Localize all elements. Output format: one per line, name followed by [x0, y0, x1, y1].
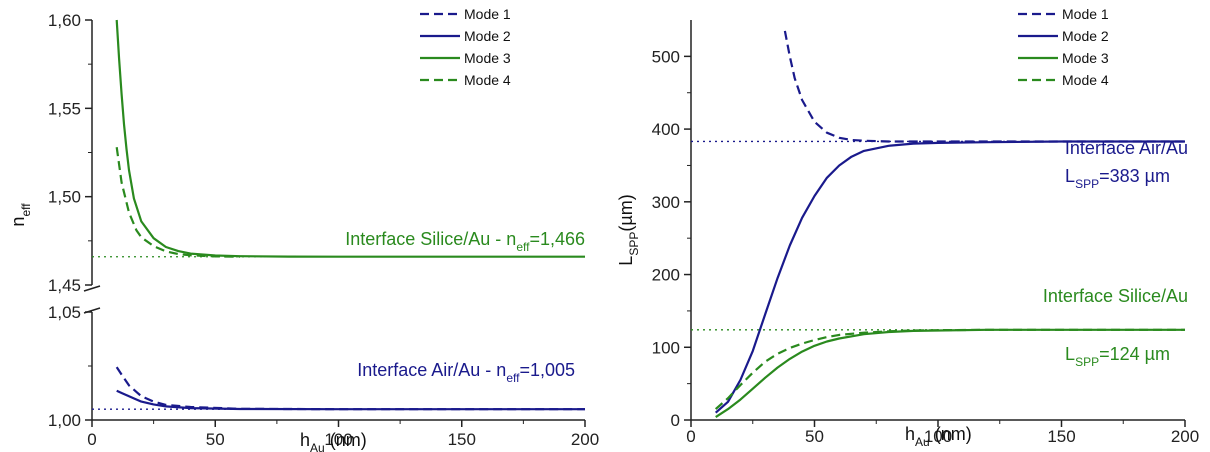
series-line-mode-1 — [783, 30, 1185, 143]
y-tick-label: 200 — [652, 266, 680, 285]
y-tick-label: 1,00 — [48, 411, 81, 430]
annotation-silice-interface-part: Interface Silice/Au — [1043, 286, 1188, 306]
annotation-silice-part: =1,466 — [529, 229, 585, 249]
annotation-air-lspp-part: L — [1065, 166, 1075, 186]
x-tick-label: 50 — [805, 427, 824, 446]
x-axis-label: hAu (nm) — [300, 430, 367, 452]
legend-label: Mode 2 — [1062, 28, 1109, 44]
y-tick-label: 100 — [652, 338, 680, 357]
x-axis-label-part: Au — [310, 441, 325, 452]
legend-label: Mode 3 — [464, 50, 511, 66]
legend-label: Mode 3 — [1062, 50, 1109, 66]
annotation-air-lspp-part: =383 µm — [1099, 166, 1170, 186]
x-tick-label: 0 — [686, 427, 695, 446]
left-chart-neff: 1,45 1,50 1,55 1,60 1,00 1,05 0 50 100 150 200 hAu … — [8, 6, 599, 452]
series-line-mode-2 — [714, 140, 1185, 414]
y-tick-label: 1,50 — [48, 188, 81, 207]
y-tick-label: 1,05 — [48, 303, 81, 322]
annotation-silice: Interface Silice/Au - neff=1,466 — [345, 229, 585, 254]
x-axis-label-part: h — [300, 430, 310, 450]
series-line-mode-4 — [115, 147, 240, 258]
x-tick-label: 50 — [206, 430, 225, 449]
x-axis-label: hAu (nm) — [905, 424, 972, 449]
series-line-mode-2 — [116, 389, 585, 411]
annotation-silice-lspp-part: L — [1065, 344, 1075, 364]
y-axis-label: neff — [8, 203, 33, 227]
x-tick-label: 200 — [1171, 427, 1199, 446]
legend-label: Mode 4 — [464, 72, 511, 88]
annotation-air-lspp-part: SPP — [1075, 177, 1099, 191]
x-tick-label: 150 — [1047, 427, 1075, 446]
annotation-silice-part: eff — [516, 240, 530, 254]
annotation-air-part: Interface Air/Au - n — [357, 360, 506, 380]
y-tick-label: 1,45 — [48, 276, 81, 295]
annotation-silice-interface: Interface Silice/Au — [1043, 286, 1188, 306]
y-axis-label-part: SPP — [627, 232, 641, 256]
y-tick-label: 0 — [671, 411, 680, 430]
annotation-air-part: =1,005 — [519, 360, 575, 380]
legend-label: Mode 4 — [1062, 72, 1109, 88]
x-axis-label-part: h — [905, 424, 915, 444]
annotation-air-interface: Interface Air/Au — [1065, 138, 1188, 158]
y-tick-label: 1,60 — [48, 11, 81, 30]
annotation-air-part: eff — [506, 371, 520, 385]
series-line-mode-4 — [714, 328, 1185, 410]
x-axis-label-part: (nm) — [325, 430, 367, 450]
x-tick-label: 100 — [924, 427, 952, 446]
y-axis-label-part: L — [616, 256, 636, 266]
y-tick-label: 500 — [652, 47, 680, 66]
legend-label: Mode 1 — [464, 6, 511, 22]
annotation-silice-lspp-part: SPP — [1075, 355, 1099, 369]
x-tick-label: 0 — [87, 430, 96, 449]
x-tick-label: 200 — [571, 430, 599, 449]
y-tick-label: 300 — [652, 193, 680, 212]
axis-break-mark — [83, 285, 101, 292]
annotation-air-lspp: LSPP=383 µm — [1065, 166, 1170, 191]
y-axis-label-part: eff — [19, 203, 33, 217]
x-axis-label-part: (nm) — [930, 424, 972, 444]
x-tick-label: 150 — [448, 430, 476, 449]
legend-label: Mode 2 — [464, 28, 511, 44]
y-tick-label: 1,55 — [48, 99, 81, 118]
annotation-silice-lspp: LSPP=124 µm — [1065, 344, 1170, 369]
annotation-air: Interface Air/Au - neff=1,005 — [357, 360, 575, 385]
legend-label: Mode 1 — [1062, 6, 1109, 22]
annotation-silice-part: Interface Silice/Au - n — [345, 229, 516, 249]
series-line-mode-3 — [715, 328, 1185, 419]
y-axis-label-part: n — [8, 217, 28, 227]
y-axis-label: LSPP(µm) — [616, 194, 641, 265]
x-tick-label: 100 — [324, 430, 352, 449]
y-tick-label: 400 — [652, 120, 680, 139]
y-axis-label-part: (µm) — [616, 194, 636, 231]
annotation-silice-lspp-part: =124 µm — [1099, 344, 1170, 364]
series-line-mode-3 — [115, 19, 585, 258]
annotation-air-interface-part: Interface Air/Au — [1065, 138, 1188, 158]
x-axis-label-part: Au — [915, 435, 930, 449]
